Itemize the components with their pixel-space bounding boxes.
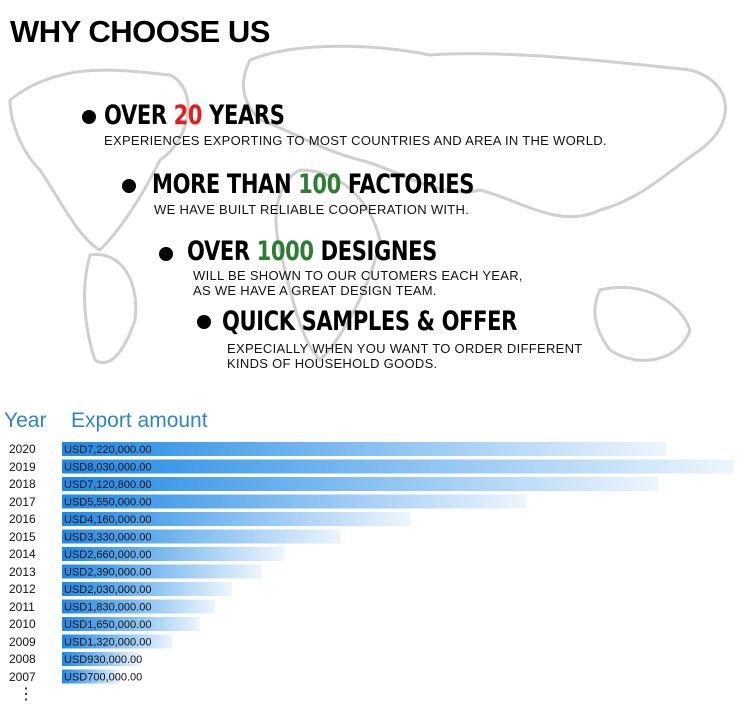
point-text: KINDS OF HOUSEHOLD GOODS. xyxy=(227,356,438,371)
year-label: 2019 xyxy=(9,459,36,474)
highlight: 100 xyxy=(298,169,341,200)
column-header: Year xyxy=(4,409,47,432)
value-label: USD1,650,000.00 xyxy=(64,619,151,631)
highlight: 20 xyxy=(173,100,203,131)
value-label: USD2,030,000.00 xyxy=(64,584,151,596)
year-label: 2017 xyxy=(9,494,36,509)
point-heading: OVER 1000 DESIGNES xyxy=(187,237,437,267)
year-label: 2009 xyxy=(9,634,36,649)
year-label: 2015 xyxy=(9,529,36,544)
bar xyxy=(62,529,341,544)
point-text: EXPERIENCES EXPORTING TO MOST COUNTRIES … xyxy=(104,133,607,148)
title: WHY CHOOSE US xyxy=(10,14,270,49)
value-label: USD930,000.00 xyxy=(64,654,142,666)
bullet xyxy=(122,179,136,193)
bar xyxy=(62,564,263,579)
highlight: 1000 xyxy=(256,236,314,267)
year-label: 2008 xyxy=(9,652,36,666)
bullet xyxy=(82,110,96,124)
bar xyxy=(62,617,201,631)
year-label: 2014 xyxy=(9,547,36,561)
heading-text: DESIGNES xyxy=(320,236,438,267)
bar xyxy=(62,459,734,474)
bullet xyxy=(159,247,173,261)
heading-text: FACTORIES xyxy=(347,169,474,200)
heading-text: OVER xyxy=(187,236,250,267)
bar xyxy=(62,599,216,614)
year-label: 2011 xyxy=(9,599,35,614)
value-label: USD4,160,000.00 xyxy=(64,514,151,526)
point-heading: MORE THAN 100 FACTORIES xyxy=(152,170,474,200)
point-heading: OVER 20 YEARS xyxy=(104,100,285,131)
bullet xyxy=(197,315,211,329)
value-label: USD1,320,000.00 xyxy=(64,637,151,649)
bar xyxy=(62,547,285,561)
year-label: 2013 xyxy=(9,564,36,579)
value-label: USD2,660,000.00 xyxy=(64,549,151,561)
bar xyxy=(62,652,140,666)
bar xyxy=(62,634,173,649)
value-label: USD2,390,000.00 xyxy=(64,567,151,579)
value-label: USD3,330,000.00 xyxy=(64,532,151,544)
value-label: USD7,220,000.00 xyxy=(64,444,151,456)
year-label: 2016 xyxy=(9,512,36,526)
bar xyxy=(62,582,232,596)
heading-text: MORE THAN xyxy=(152,169,292,200)
year-label: 2012 xyxy=(9,582,36,596)
value-label: USD7,120,800.00 xyxy=(64,479,151,491)
point-text: EXPECIALLY WHEN YOU WANT TO ORDER DIFFER… xyxy=(227,341,583,356)
bar xyxy=(62,512,411,526)
point-text: AS WE HAVE A GREAT DESIGN TEAM. xyxy=(193,283,437,298)
bar xyxy=(62,442,667,456)
more: ⋮ xyxy=(18,686,34,703)
heading-text: QUICK SAMPLES & OFFER xyxy=(222,306,517,337)
year-label: 2018 xyxy=(9,477,36,491)
year-label: 2020 xyxy=(9,442,36,456)
year-label: 2007 xyxy=(9,669,36,684)
point-text: WE HAVE BUILT RELIABLE COOPERATION WITH. xyxy=(154,202,470,217)
value-label: USD8,030,000.00 xyxy=(64,462,151,474)
point-text: WILL BE SHOWN TO OUR CUTOMERS EACH YEAR, xyxy=(193,268,523,283)
heading-text: OVER xyxy=(104,100,167,131)
point-heading: QUICK SAMPLES & OFFER xyxy=(222,307,517,337)
bar xyxy=(62,477,658,491)
year-label: 2010 xyxy=(9,617,36,631)
column-header: Export amount xyxy=(71,409,208,432)
bar xyxy=(62,669,121,684)
value-label: USD1,830,000.00 xyxy=(64,602,151,614)
value-label: USD700,000.00 xyxy=(64,672,142,684)
heading-text: YEARS xyxy=(209,100,285,131)
value-label: USD5,550,000.00 xyxy=(64,497,151,509)
bar xyxy=(62,494,527,509)
